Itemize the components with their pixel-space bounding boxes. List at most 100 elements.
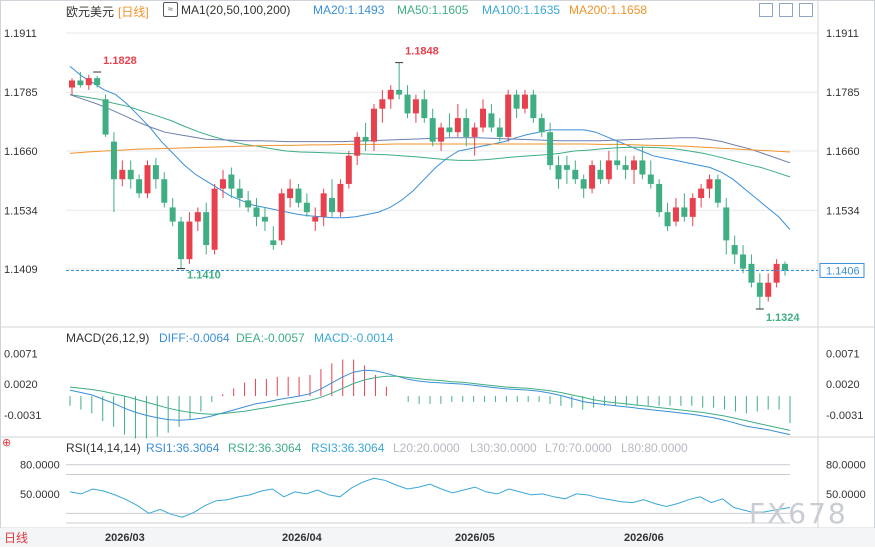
candle-body	[656, 183, 663, 213]
indicator-toggle-icon[interactable]: ≈	[163, 2, 178, 17]
candle-body	[555, 165, 562, 180]
macd-y-tick-left: 0.0020	[4, 379, 38, 391]
candle-body	[773, 263, 780, 283]
candle-body	[119, 169, 126, 180]
candle-body	[647, 174, 654, 184]
candle-body	[681, 207, 688, 217]
zoom-out-icon[interactable]	[799, 3, 813, 17]
candle-body	[203, 212, 210, 246]
macd-dea-value: DEA:-0.0057	[236, 331, 305, 345]
x-tick-label: 2026/05	[455, 532, 495, 544]
macd-title: MACD(26,12,9)	[66, 331, 150, 345]
x-tick-label: 2026/06	[624, 532, 664, 544]
candle-body	[387, 89, 394, 100]
macd-y-tick-right: 0.0020	[826, 379, 860, 391]
macd-y-tick-right: 0.0071	[826, 348, 860, 360]
candle-body	[471, 127, 478, 137]
candle-body	[438, 127, 445, 142]
candle-body	[337, 183, 344, 213]
annotation-label: 1.1828	[103, 55, 137, 67]
candle-body	[454, 118, 461, 133]
candle-body	[463, 118, 470, 137]
ma-label: MA1(20,50,100,200)	[181, 3, 291, 17]
candle-body	[429, 118, 436, 142]
candle-body	[605, 160, 612, 180]
candle-body	[748, 263, 755, 283]
rsi-y-tick-right: 80.0000	[826, 460, 866, 472]
candle-body	[329, 198, 336, 213]
y-tick-label-right: 1.1660	[826, 146, 860, 158]
candle-body	[278, 193, 285, 241]
candle-body	[320, 193, 327, 217]
y-tick-label-left: 1.1409	[4, 264, 38, 276]
candle-body	[219, 179, 226, 189]
candle-body	[572, 169, 579, 180]
macd-y-tick-left: -0.0031	[4, 410, 41, 422]
candle-body	[136, 179, 143, 194]
candle-body	[765, 282, 772, 297]
candle-body	[228, 174, 235, 189]
y-tick-label-left: 1.1785	[4, 87, 38, 99]
candle-body	[261, 216, 268, 222]
candle-body	[488, 113, 495, 128]
rsi-l80-value: L80:80.0000	[621, 441, 688, 455]
candle-body	[622, 165, 629, 170]
candle-body	[698, 188, 705, 199]
rsi-line	[69, 477, 791, 518]
annotation-label: 1.1848	[405, 46, 439, 58]
candle-body	[731, 245, 738, 255]
candle-body	[480, 108, 487, 128]
candle-body	[110, 141, 117, 180]
rsi-y-tick-left: 50.0000	[20, 489, 60, 501]
candle-body	[186, 221, 193, 260]
macd-hist-value: MACD:-0.0014	[314, 331, 394, 345]
period-tab[interactable]: 日线	[4, 531, 29, 545]
last-price-tag	[819, 262, 865, 278]
candle-body	[295, 188, 302, 203]
y-tick-label-left: 1.1911	[4, 28, 37, 40]
candle-body	[69, 80, 75, 88]
candle-body	[580, 179, 587, 189]
candle-body	[362, 136, 369, 142]
candle-body	[102, 99, 109, 135]
candle-body	[236, 188, 243, 199]
symbol-title: 欧元美元	[66, 5, 115, 19]
settings-icon[interactable]: ⊕	[2, 437, 12, 449]
crosshair-icon[interactable]	[759, 3, 773, 17]
rsi-l70-value: L70:70.0000	[545, 441, 612, 455]
rsi1-value: RSI1:36.3064	[146, 441, 220, 455]
y-tick-label-right: 1.1785	[826, 87, 860, 99]
candle-body	[446, 127, 453, 133]
rsi-title: RSI(14,14,14)	[66, 441, 141, 455]
ma20-value: MA20:1.1493	[313, 3, 385, 17]
candle-body	[152, 165, 159, 180]
candle-body	[345, 155, 352, 184]
candle-body	[85, 78, 92, 86]
rsi-l20-value: L20:20.0000	[393, 441, 460, 455]
period-label[interactable]: [日线]	[118, 5, 149, 19]
candle-body	[664, 212, 671, 227]
y-tick-label-right: 1.1911	[826, 28, 859, 40]
candle-body	[505, 94, 512, 137]
candle-body	[589, 165, 596, 189]
candle-body	[94, 78, 101, 86]
rsi-y-tick-right: 50.0000	[826, 489, 866, 501]
candle-body	[672, 207, 679, 222]
macd-dea-line	[69, 375, 791, 431]
annotation-label: 1.1410	[187, 270, 221, 282]
macd-y-tick-left: 0.0071	[4, 348, 38, 360]
candle-body	[127, 169, 134, 180]
last-price-label: 1.1406	[826, 265, 860, 277]
zoom-in-icon[interactable]	[779, 3, 793, 17]
macd-diff-value: DIFF:-0.0064	[159, 331, 230, 345]
y-tick-label-left: 1.1534	[4, 205, 38, 217]
candle-body	[740, 254, 747, 269]
ma200-value: MA200:1.1658	[569, 3, 648, 17]
candle-body	[379, 99, 386, 109]
candle-body	[396, 89, 403, 95]
candle-body	[639, 160, 646, 175]
y-tick-label-left: 1.1660	[4, 146, 38, 158]
candle-body	[354, 136, 361, 156]
